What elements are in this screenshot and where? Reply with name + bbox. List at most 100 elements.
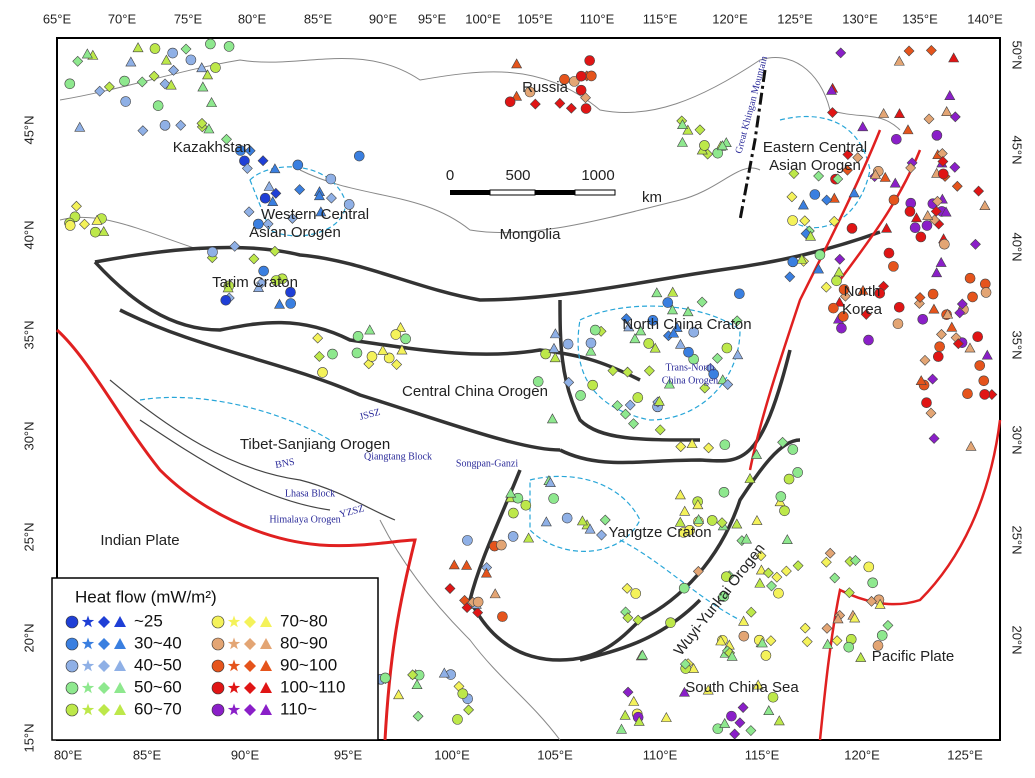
heat-flow-site [203, 123, 215, 134]
legend-circle [65, 637, 79, 651]
legend-label: 70~80 [280, 611, 328, 630]
heat-flow-site [565, 102, 577, 114]
heat-flow-site [979, 200, 991, 211]
heat-flow-site [585, 345, 597, 356]
heat-flow-site [842, 149, 854, 160]
legend-diamond [244, 616, 256, 628]
top-tick-label: 80°E [238, 11, 267, 26]
heat-flow-site [891, 133, 902, 145]
heat-flow-site [801, 636, 813, 648]
bottom-tick-label: 90°E [231, 747, 260, 762]
legend-diamond [98, 682, 110, 694]
heat-flow-site [979, 389, 990, 400]
heat-flow-sites [64, 38, 998, 740]
region-label: Mongolia [500, 226, 562, 243]
heat-flow-site [874, 287, 886, 299]
heat-flow-site [587, 379, 598, 391]
legend-item: 40~50 [65, 655, 182, 674]
legend-triangle [114, 704, 126, 715]
heat-flow-site [119, 75, 130, 87]
heat-flow-site [737, 702, 749, 713]
heat-flow-site [620, 313, 632, 325]
heat-flow-site [935, 256, 947, 267]
heat-flow-site [822, 638, 834, 649]
heat-flow-site [692, 499, 704, 510]
legend: Heat flow (mW/m²) ~25 30~40 40~50 50~60 60~70… [51, 577, 379, 741]
heat-flow-site [688, 662, 700, 673]
heat-flow-site [855, 651, 867, 662]
heat-flow-site [928, 433, 940, 444]
heat-flow-site [910, 212, 923, 223]
heat-flow-site [630, 588, 642, 599]
legend-circle [211, 615, 225, 629]
heat-flow-site [243, 206, 255, 218]
heat-flow-site [686, 438, 698, 449]
legend-star [81, 659, 95, 672]
bottom-tick-label: 100°E [434, 747, 470, 762]
legend-item: 60~70 [65, 699, 182, 718]
heat-flow-site [152, 100, 164, 111]
heat-flow-site [667, 286, 679, 297]
heat-flow-site [263, 180, 275, 191]
heat-flow-site [836, 322, 847, 334]
heat-flow-site [928, 303, 940, 314]
heat-flow-site [620, 408, 631, 420]
mountain-axis [738, 69, 767, 221]
heat-flow-site [529, 98, 541, 110]
legend-title: Heat flow (mW/m²) [75, 587, 217, 606]
heat-flow-site [292, 159, 304, 171]
heat-flow-site [210, 62, 221, 73]
top-tick-label: 65°E [43, 11, 72, 26]
heat-flow-site [783, 473, 795, 485]
heat-flow-site [731, 315, 743, 327]
heat-flow-site [721, 342, 733, 354]
heat-flow-site [780, 565, 792, 577]
heat-flow-site [786, 191, 798, 203]
legend-star [81, 615, 95, 628]
heat-flow-site [561, 512, 573, 524]
heat-flow-site [239, 155, 250, 167]
heat-flow-site [754, 577, 766, 588]
heat-flow-site [702, 684, 714, 695]
legend-diamond [244, 704, 256, 716]
heat-flow-site [221, 133, 232, 145]
heat-flow-site [729, 728, 741, 740]
heat-flow-site [472, 607, 484, 618]
legend-label: 40~50 [134, 655, 182, 674]
heat-flow-site [832, 613, 844, 624]
heat-flow-site [628, 418, 639, 430]
heat-flow-site [970, 238, 981, 250]
heat-flow-site [843, 587, 855, 599]
heat-flow-site [964, 272, 976, 284]
heat-flow-site [675, 441, 687, 453]
border [59, 56, 901, 741]
minor-label: Songpan-Ganzi [456, 458, 518, 469]
heat-flow-site [893, 55, 905, 66]
legend-diamond [98, 616, 110, 628]
heat-flow-site [294, 184, 306, 196]
suture [109, 379, 396, 521]
heat-flow-site [842, 164, 853, 176]
heat-flow-site [699, 140, 710, 151]
heat-flow-site [781, 534, 793, 545]
heat-flow-site [765, 635, 777, 647]
right-tick-label: 50°N [1010, 40, 1025, 69]
heat-flow-site [461, 559, 473, 570]
heat-flow-site [589, 324, 601, 336]
heat-flow-site [939, 238, 950, 250]
heat-flow-site [325, 173, 337, 185]
legend-diamond [98, 704, 110, 716]
heat-flow-site [524, 86, 536, 98]
heat-flow-site [379, 672, 391, 684]
heat-flow-site [951, 180, 963, 192]
heat-flow-site [286, 212, 298, 224]
heat-flow-site [932, 195, 943, 207]
heat-flow-site [921, 220, 933, 231]
legend-star [81, 703, 95, 716]
heat-flow-site [343, 199, 355, 210]
heat-flow-site [671, 321, 683, 332]
heat-flow-site [915, 375, 927, 386]
legend-circle [211, 681, 225, 695]
heat-flow-site [849, 612, 861, 623]
